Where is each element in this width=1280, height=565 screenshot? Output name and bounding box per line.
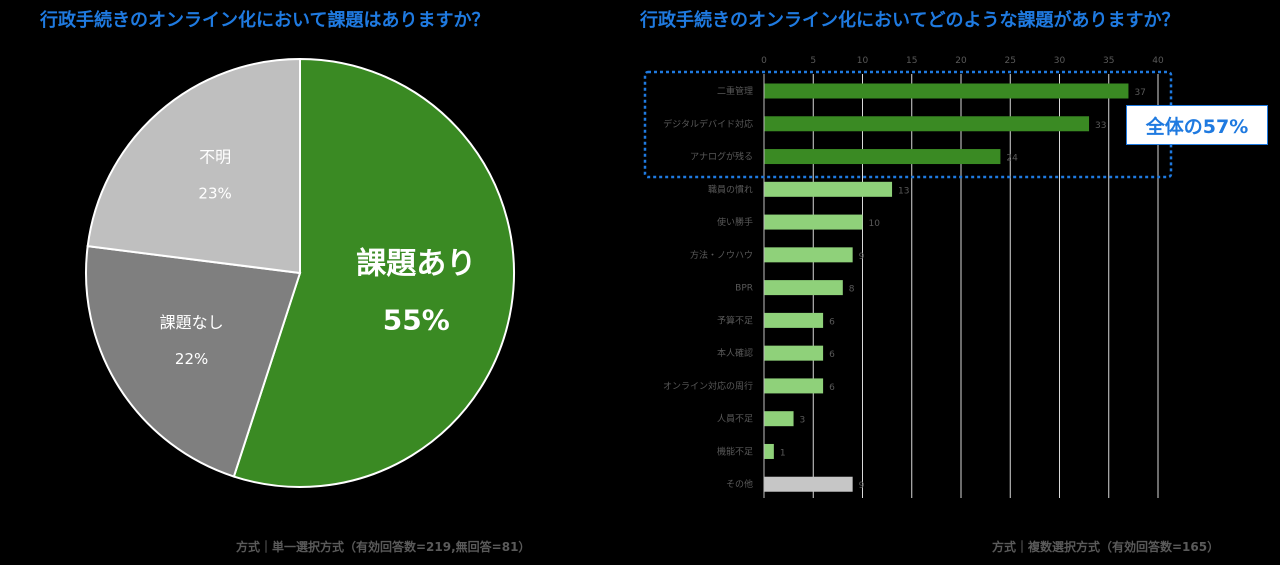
bar: [764, 411, 794, 427]
bar: [764, 443, 774, 459]
x-tick-label: 0: [761, 56, 767, 66]
bar: [764, 149, 1001, 165]
category-label: 人員不足: [717, 414, 753, 425]
bar-value-label: 13: [898, 186, 909, 196]
category-label: BPR: [735, 284, 753, 294]
bar-value-label: 3: [800, 416, 806, 426]
bar: [764, 476, 853, 492]
pie-chart: 課題あり 55% 課題なし 22% 不明 23%: [85, 57, 515, 488]
bar-value-label: 6: [829, 383, 835, 393]
category-label: 方法・ノウハウ: [690, 249, 753, 261]
category-label: その他: [726, 478, 753, 490]
category-label: 職員の慣れ: [708, 183, 753, 195]
bar-chart-title: 行政手続きのオンライン化においてどのような課題がありますか？: [640, 10, 1180, 31]
pie-slice-label: 課題あり: [356, 246, 476, 281]
bar-value-label: 10: [869, 219, 881, 229]
bar-value-label: 6: [829, 350, 835, 360]
pie-slice-label: 課題なし: [160, 313, 224, 332]
bar: [764, 181, 893, 197]
category-label: 本人確認: [717, 347, 753, 359]
x-tick-label: 10: [857, 56, 869, 66]
bar-value-label: 1: [780, 448, 786, 458]
x-tick-label: 30: [1054, 56, 1066, 66]
bar-chart-footnote: 方式｜複数選択方式（有効回答数=165）: [992, 540, 1220, 554]
bar: [764, 312, 824, 328]
bar: [764, 247, 853, 263]
bar-value-label: 33: [1095, 121, 1106, 131]
pie-slice-value: 55%: [383, 303, 450, 336]
x-tick-label: 40: [1152, 56, 1164, 66]
bar: [764, 378, 824, 394]
x-tick-label: 25: [1005, 56, 1016, 66]
category-label: オンライン対応の周行: [663, 380, 753, 392]
bar: [764, 214, 863, 230]
pie-slice: [232, 57, 515, 488]
top3-highlight-box: [643, 70, 1173, 179]
pie-slice-value: 23%: [198, 185, 231, 203]
category-label: 予算不足: [717, 314, 753, 326]
bar: [764, 280, 843, 296]
pie-slice-value: 22%: [175, 350, 208, 368]
pie-slice-label: 不明: [199, 148, 231, 167]
bar-value-label: 37: [1134, 88, 1145, 98]
pie-chart-footnote: 方式｜単一選択方式（有効回答数=219,無回答=81）: [236, 540, 531, 554]
category-label: 使い勝手: [717, 216, 753, 228]
bar: [764, 83, 1129, 99]
x-tick-label: 5: [810, 56, 816, 66]
pie-slice: [86, 57, 301, 275]
bar-value-label: 9: [859, 481, 865, 491]
bar-value-label: 9: [859, 252, 865, 262]
category-label: アナログが残る: [690, 151, 753, 163]
category-label: 二重管理: [717, 85, 753, 97]
top3-callout: 全体の57%: [1126, 105, 1268, 145]
x-tick-label: 35: [1103, 56, 1114, 66]
x-tick-label: 20: [955, 56, 967, 66]
x-tick-label: 15: [906, 56, 917, 66]
bar: [764, 345, 824, 361]
bar-value-label: 6: [829, 317, 835, 327]
category-label: 機能不足: [717, 445, 753, 457]
bar: [764, 116, 1090, 132]
pie-chart-title: 行政手続きのオンライン化において課題はありますか？: [40, 10, 490, 31]
pie-slice: [85, 245, 302, 478]
bar-value-label: 8: [849, 285, 855, 295]
bar-value-label: 24: [1006, 154, 1018, 164]
category-label: デジタルデバイド対応: [663, 118, 753, 130]
